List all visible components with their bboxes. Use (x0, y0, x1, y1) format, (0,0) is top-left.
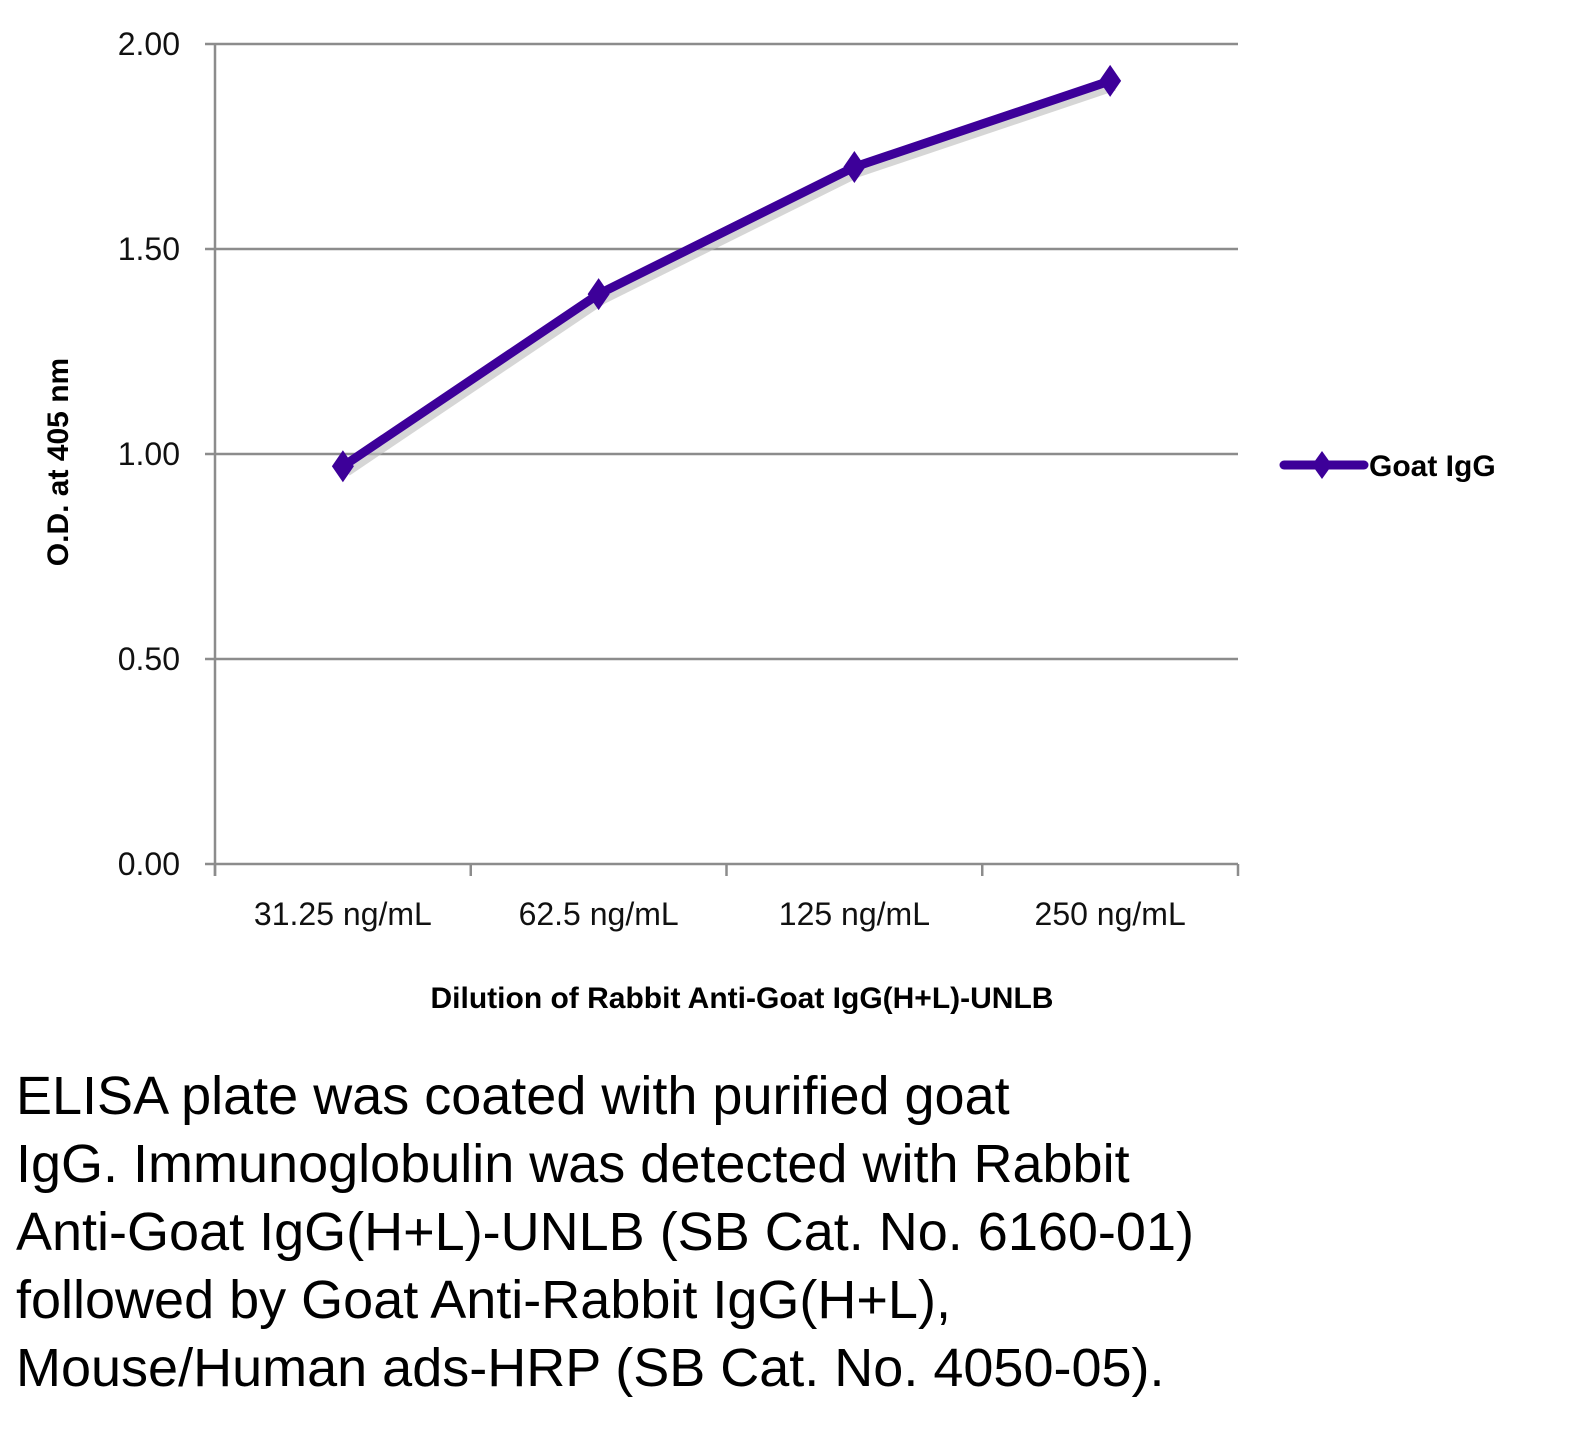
caption-line: followed by Goat Anti-Rabbit IgG(H+L), (16, 1270, 951, 1330)
y-tick-label: 0.00 (118, 846, 180, 882)
y-tick-label: 1.50 (118, 231, 180, 267)
y-axis-title: O.D. at 405 nm (42, 358, 75, 566)
x-tick-label: 250 ng/mL (1035, 896, 1186, 932)
series-line-shadow (344, 81, 1116, 476)
y-tick-label: 2.00 (118, 26, 180, 62)
caption-line: Mouse/Human ads-HRP (SB Cat. No. 4050-05… (16, 1338, 1165, 1398)
caption-line: ELISA plate was coated with purified goa… (16, 1066, 1010, 1126)
legend-label: Goat IgG (1369, 450, 1496, 483)
x-tick-label: 62.5 ng/mL (519, 896, 679, 932)
data-point-marker (843, 151, 866, 183)
x-tick-label: 125 ng/mL (779, 896, 930, 932)
y-tick-label: 0.50 (118, 641, 180, 677)
data-point-marker (1099, 64, 1122, 97)
x-axis-title: Dilution of Rabbit Anti-Goat IgG(H+L)-UN… (431, 982, 1054, 1015)
data-point-marker (587, 278, 610, 311)
y-tick-label: 1.00 (118, 436, 180, 472)
data-point-marker (331, 450, 354, 483)
figure-caption: ELISA plate was coated with purified goa… (16, 1062, 1516, 1402)
legend-marker-diamond (1312, 451, 1332, 479)
x-tick-label: 31.25 ng/mL (254, 896, 432, 932)
caption-line: IgG. Immunoglobulin was detected with Ra… (16, 1134, 1130, 1194)
caption-line: Anti-Goat IgG(H+L)-UNLB (SB Cat. No. 616… (16, 1202, 1194, 1262)
elisa-line-chart: 0.00 0.50 1.00 1.50 2.00 31.25 ng/mL 62.5 ng/m… (42, 26, 1496, 1015)
series-line (340, 76, 1112, 471)
